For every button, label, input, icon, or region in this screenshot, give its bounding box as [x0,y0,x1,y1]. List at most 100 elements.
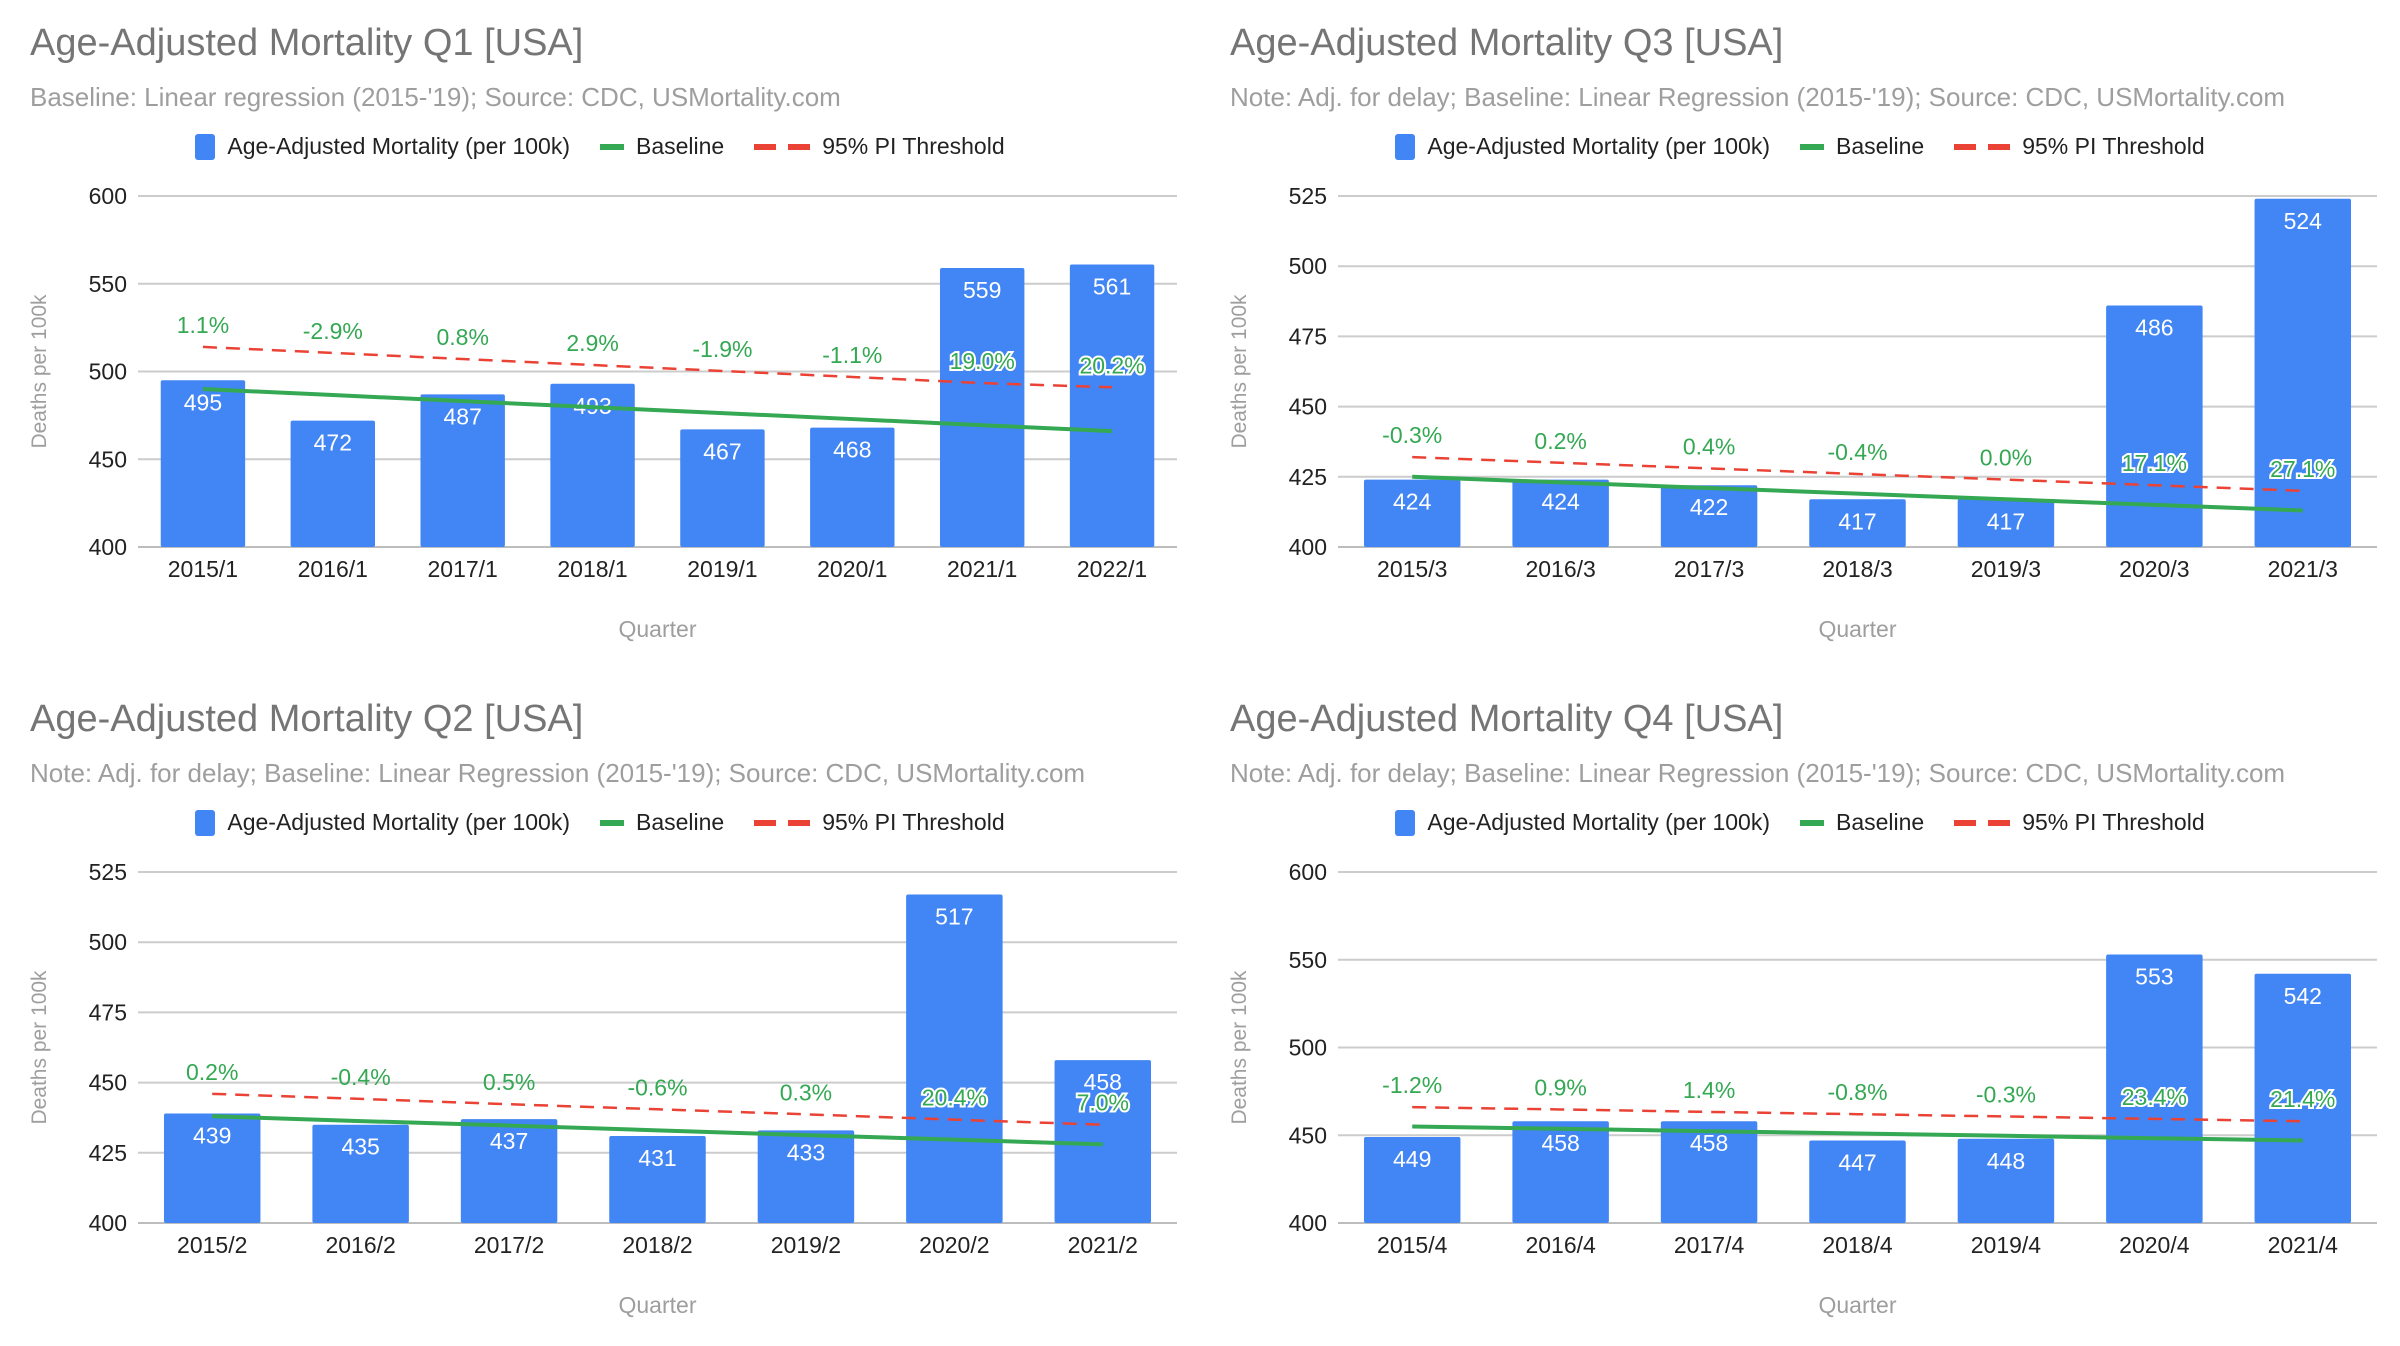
x-tick-label: 2015/4 [1377,1232,1448,1258]
x-tick-label: 2017/2 [474,1232,544,1258]
bar[interactable] [1363,1137,1461,1223]
legend-item-mortality[interactable]: Age-Adjusted Mortality (per 100k) [1395,809,1770,836]
bar[interactable] [2254,973,2352,1223]
pct-excess-label: -0.3% [1976,1081,2036,1107]
x-axis-title: Quarter [1819,616,1897,642]
bar[interactable] [460,1119,558,1223]
bar-value-label: 431 [638,1145,676,1171]
x-tick-label: 2018/2 [622,1232,692,1258]
bar[interactable] [290,420,376,547]
chart-subtitle: Note: Adj. for delay; Baseline: Linear R… [30,758,1086,788]
x-tick-label: 2017/1 [428,556,498,582]
x-tick-label: 2019/3 [1971,556,2041,582]
bar[interactable] [1069,264,1155,547]
legend-item-threshold[interactable]: 95% PI Threshold [754,133,1005,160]
bar-value-label: 468 [833,437,871,463]
bar-value-label: 437 [490,1128,528,1154]
pct-excess-label: 23.4% [2122,1084,2187,1110]
bar[interactable] [1054,1060,1152,1223]
bar[interactable] [757,1130,855,1223]
pct-excess-label: 20.2% [1079,352,1144,378]
bar[interactable] [1660,1121,1758,1223]
legend-item-threshold[interactable]: 95% PI Threshold [1954,809,2205,836]
bar[interactable] [810,427,895,547]
chart-title: Age-Adjusted Mortality Q1 [USA] [30,22,584,64]
legend-item-baseline[interactable]: Baseline [1799,133,1924,160]
bar[interactable] [1809,499,1906,547]
pct-excess-label: 0.9% [1534,1074,1586,1100]
bar[interactable] [2106,305,2203,547]
y-tick-label: 400 [89,534,127,560]
y-tick-label: 425 [1289,464,1327,490]
chart-subtitle: Note: Adj. for delay; Baseline: Linear R… [1230,82,2286,112]
bar[interactable] [550,383,635,547]
bar[interactable] [160,380,246,547]
bar[interactable] [420,394,505,547]
chart-svg: 400 425 450 475 500 525 Deaths per 100k Quarter… [28,859,1177,1318]
bar[interactable] [2254,198,2352,548]
bar-value-label: 424 [1393,489,1432,515]
bar[interactable] [1809,1140,1906,1223]
bar[interactable] [1957,1138,2055,1223]
y-tick-label: 500 [1289,253,1327,279]
x-tick-label: 2015/3 [1377,556,1447,582]
bar-value-label: 422 [1690,494,1728,520]
bar[interactable] [906,894,1003,1223]
legend-item-threshold[interactable]: 95% PI Threshold [1954,133,2205,160]
pct-excess-label: -0.6% [627,1074,687,1100]
pct-excess-label: -2.9% [303,318,363,344]
bar[interactable] [609,1135,706,1223]
x-tick-label: 2017/4 [1674,1232,1745,1258]
legend-label: Age-Adjusted Mortality (per 100k) [1427,809,1770,835]
pct-excess-label: 0.2% [1534,428,1586,454]
bar[interactable] [1957,499,2055,547]
baseline-line [202,387,1113,434]
bar[interactable] [312,1124,409,1223]
chart-title: Age-Adjusted Mortality Q3 [USA] [1230,22,1784,64]
x-tick-label: 2019/1 [687,556,757,582]
legend-item-baseline[interactable]: Baseline [599,809,724,836]
bar[interactable] [163,1113,261,1223]
legend-label: Baseline [1835,809,1925,835]
x-tick-label: 2015/1 [168,556,238,582]
pct-excess-label: 27.1% [2270,456,2335,482]
legend-label: Age-Adjusted Mortality (per 100k) [227,809,570,835]
x-tick-label: 2017/3 [1674,556,1744,582]
x-tick-label: 2021/2 [1068,1232,1138,1258]
bar[interactable] [939,267,1025,547]
x-tick-label: 2015/2 [177,1232,247,1258]
x-tick-label: 2016/4 [1525,1232,1596,1258]
y-tick-label: 525 [1289,183,1327,209]
bar-value-label: 467 [703,438,741,464]
bar[interactable] [1363,479,1461,547]
bar[interactable] [2106,954,2203,1223]
threshold-line [202,345,1113,389]
bar[interactable] [680,429,765,547]
line-swatch-icon [1799,143,1824,150]
bar-value-label: 458 [1084,1069,1122,1095]
bar[interactable] [1660,485,1758,547]
chart-panel-2: 400 425 450 475 500 525 Deaths per 100k Quarter… [1200,0,2400,670]
pct-excess-label: 19.0% [950,348,1015,374]
bar-value-label: 424 [1541,489,1580,515]
x-tick-label: 2021/4 [2268,1232,2339,1258]
line-swatch-icon [599,819,624,826]
y-tick-label: 400 [89,1210,127,1236]
dashed-line-swatch-icon [1954,819,2011,826]
legend-item-mortality[interactable]: Age-Adjusted Mortality (per 100k) [1395,133,1770,160]
legend-item-mortality[interactable]: Age-Adjusted Mortality (per 100k) [195,133,570,160]
legend-label: 95% PI Threshold [822,133,1005,159]
pct-excess-label: -0.4% [1827,439,1887,465]
legend-item-baseline[interactable]: Baseline [599,133,724,160]
bar[interactable] [1512,479,1609,547]
pct-excess-label: 7.0% [1077,1090,1129,1116]
chart-panel-3: 400 425 450 475 500 525 Deaths per 100k Quarter… [0,676,1200,1346]
y-tick-label: 400 [1289,534,1327,560]
y-tick-label: 475 [89,999,127,1025]
legend-item-baseline[interactable]: Baseline [1799,809,1925,836]
legend-item-mortality[interactable]: Age-Adjusted Mortality (per 100k) [195,809,570,836]
legend-label: 95% PI Threshold [822,809,1005,835]
bar[interactable] [1512,1121,1609,1223]
legend-item-threshold[interactable]: 95% PI Threshold [754,809,1005,836]
bar-value-label: 542 [2284,983,2322,1009]
